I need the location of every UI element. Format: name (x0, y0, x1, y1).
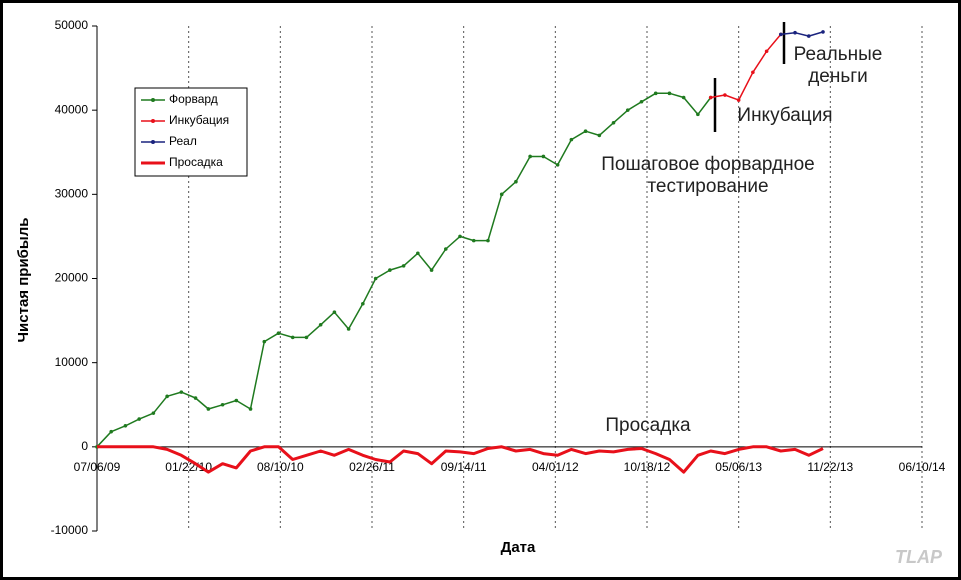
legend-label: Реал (169, 134, 197, 148)
point (248, 407, 253, 411)
point (597, 133, 602, 138)
y-tick-label: 50000 (55, 18, 89, 32)
point (696, 112, 700, 117)
legend-label: Инкубация (169, 113, 229, 127)
point (429, 268, 434, 272)
y-tick-label: 30000 (55, 187, 89, 201)
point (388, 268, 392, 272)
x-tick-label: 02/26/11 (349, 460, 395, 474)
y-tick-label: 20000 (55, 271, 89, 285)
point (639, 99, 644, 104)
x-tick-label: 04/01/12 (532, 460, 579, 474)
point (123, 423, 128, 428)
point (401, 264, 406, 268)
point (499, 192, 504, 197)
legend-box (134, 87, 248, 177)
point (541, 154, 546, 159)
point (569, 137, 574, 142)
watermark: TLAP (895, 547, 943, 567)
x-axis-label: Дата (501, 539, 536, 556)
point (165, 394, 169, 399)
point (179, 390, 184, 394)
annotation: Инкубация (737, 105, 833, 126)
point (276, 331, 281, 336)
y-axis-label: Чистая прибыль (15, 218, 32, 343)
point (681, 95, 686, 100)
point (193, 396, 198, 400)
point (234, 398, 239, 403)
y-tick-label: -10000 (51, 523, 89, 537)
point (361, 301, 365, 306)
legend-marker (151, 119, 155, 123)
x-tick-label: 06/10/14 (899, 460, 946, 474)
point (793, 30, 797, 35)
point (304, 335, 309, 340)
x-tick-label: 08/10/10 (257, 460, 304, 474)
x-tick-label: 11/22/13 (807, 460, 853, 474)
point (583, 129, 588, 134)
point (611, 120, 616, 125)
point (806, 34, 811, 38)
y-tick-label: 0 (81, 439, 88, 453)
annotation: Пошаговое форвардное тестирование (601, 154, 815, 197)
point (290, 335, 295, 340)
point (528, 154, 532, 159)
point (821, 30, 825, 34)
point (416, 251, 420, 256)
y-tick-label: 10000 (55, 355, 89, 369)
point (514, 179, 518, 184)
point (206, 407, 211, 411)
point (667, 91, 672, 96)
legend-marker (151, 98, 155, 102)
x-tick-label: 09/14/11 (441, 460, 487, 474)
point (109, 429, 114, 434)
point (318, 322, 323, 327)
point (653, 91, 658, 96)
point (708, 95, 713, 100)
point (458, 234, 462, 239)
y-tick-label: 40000 (55, 102, 89, 116)
point (471, 238, 476, 243)
x-tick-label: 01/22/10 (165, 460, 212, 474)
point (346, 327, 351, 331)
x-tick-label: 10/18/12 (624, 460, 671, 474)
legend-label: Просадка (169, 155, 223, 169)
legend-label: Форвард (169, 92, 218, 106)
x-tick-label: 05/06/13 (715, 460, 762, 474)
point (137, 417, 141, 421)
legend-marker (151, 140, 155, 144)
point (486, 238, 490, 243)
point (443, 247, 448, 251)
point (751, 70, 755, 75)
point (736, 98, 741, 102)
annotation: Просадка (605, 415, 691, 436)
point (373, 276, 378, 281)
series-line (97, 445, 824, 474)
point (262, 339, 267, 344)
series-line (710, 33, 782, 101)
point (723, 93, 727, 97)
point (779, 32, 783, 37)
point (625, 108, 630, 112)
point (332, 310, 337, 314)
point (151, 411, 156, 415)
series-line (780, 31, 824, 37)
annotation: Реальные деньги (793, 44, 883, 87)
point (555, 163, 560, 167)
point (220, 402, 225, 407)
point (764, 49, 769, 54)
